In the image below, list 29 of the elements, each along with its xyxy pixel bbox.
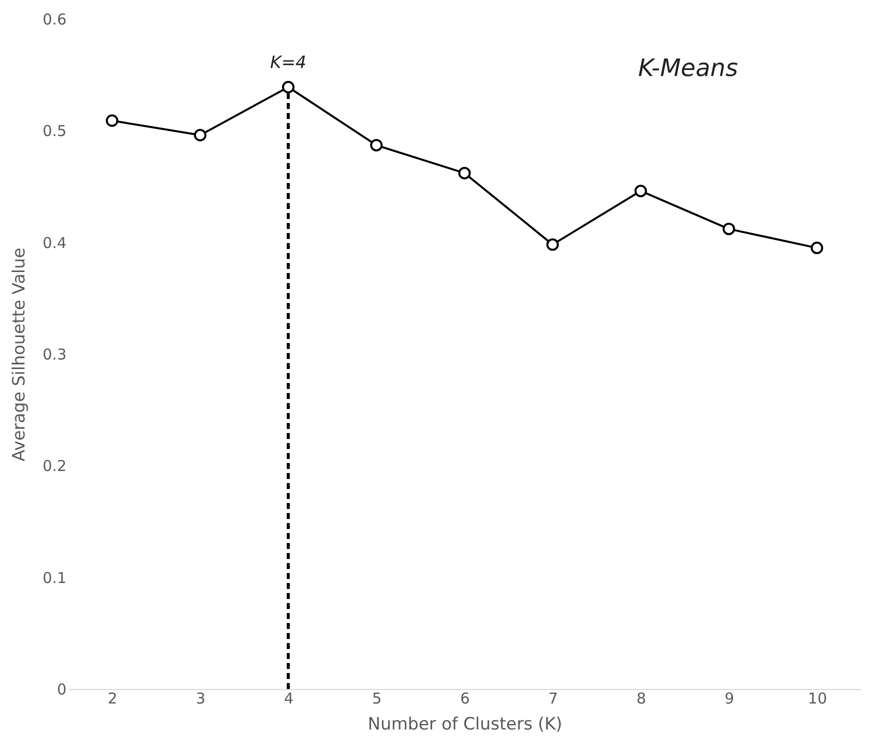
- point: [722, 222, 736, 236]
- point: [106, 114, 118, 127]
- x-tick-label: 3: [196, 690, 206, 708]
- ref-line-label: K=4: [270, 53, 306, 74]
- y-tick-label: 0: [56, 680, 66, 698]
- point: [370, 138, 383, 152]
- x-tick-label: 9: [724, 690, 734, 708]
- x-tick-label: 4: [284, 690, 294, 708]
- x-tick-label: 6: [460, 690, 470, 708]
- point: [546, 238, 559, 251]
- point: [810, 242, 824, 254]
- y-tick-label: 0.3: [42, 346, 66, 364]
- x-tick-label: 7: [548, 690, 558, 708]
- x-axis-title: Number of Clusters (K): [368, 714, 562, 734]
- y-tick-label: 0.6: [42, 10, 66, 28]
- y-tick-label: 0.4: [42, 234, 66, 252]
- point: [194, 128, 206, 142]
- annotation: K-Means: [638, 54, 738, 82]
- point: [282, 80, 295, 94]
- y-tick-label: 0.5: [42, 122, 66, 140]
- y-tick-label: 0.2: [42, 457, 66, 476]
- y-axis-title: Average Silhouette Value: [10, 248, 30, 462]
- x-tick-label: 8: [636, 690, 646, 708]
- point: [458, 166, 471, 180]
- point: [634, 184, 647, 198]
- x-tick-label: 10: [808, 690, 827, 708]
- x-tick-label: 2: [108, 690, 118, 708]
- x-tick-label: 5: [372, 690, 382, 708]
- y-tick-label: 0.1: [42, 568, 66, 587]
